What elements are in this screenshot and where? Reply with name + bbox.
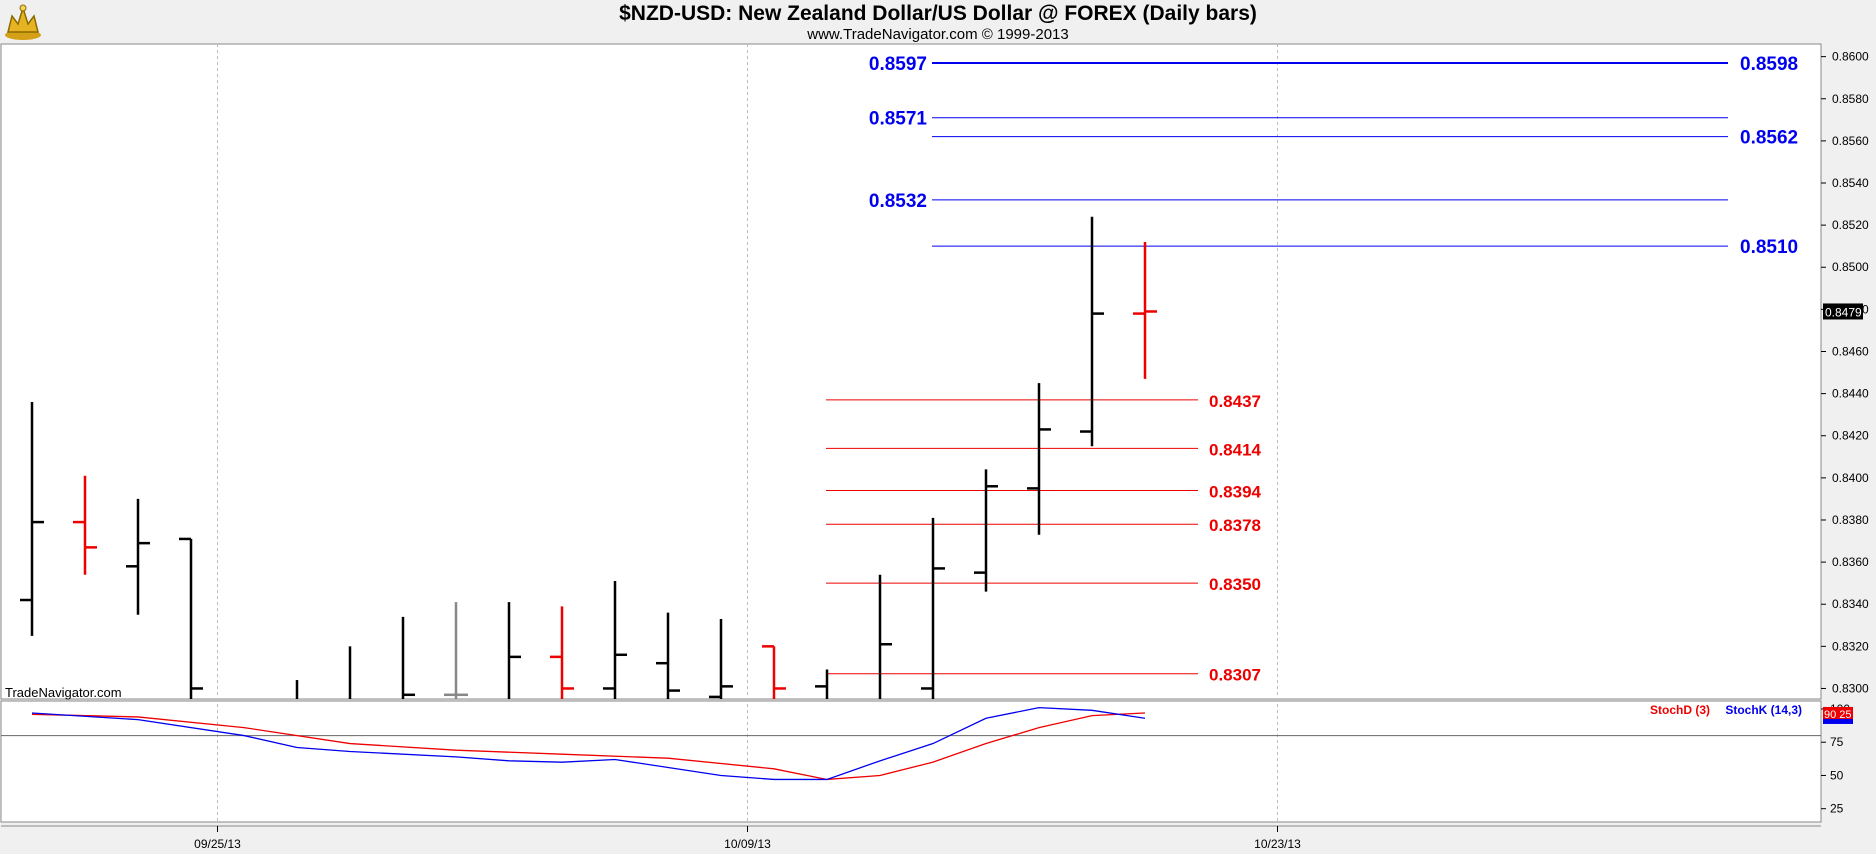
ohlc-bar: [73, 475, 97, 575]
resistance-label-right: 0.8562: [1740, 128, 1798, 149]
price-tick-label: 0.8460: [1832, 344, 1869, 358]
support-label: 0.8307: [1209, 666, 1261, 685]
stoch-tick-label: 25: [1830, 802, 1844, 816]
stoch-series-line: [31, 712, 1146, 781]
price-bars: [20, 216, 1157, 699]
price-tick-label: 0.8320: [1832, 639, 1869, 653]
price-tick-label: 0.8500: [1832, 260, 1869, 274]
ohlc-bar: [815, 669, 829, 699]
ohlc-bar: [401, 616, 415, 699]
resistance-label-left: 0.8597: [869, 54, 927, 75]
ohlc-bar: [507, 602, 521, 699]
chart-subtitle: www.TradeNavigator.com © 1999-2013: [807, 26, 1069, 43]
ohlc-bar: [762, 645, 786, 699]
support-label: 0.8350: [1209, 575, 1261, 594]
legend-stoch-k: StochK (14,3): [1725, 703, 1802, 717]
ohlc-bar: [656, 612, 680, 699]
date-axis: 09/25/13 10/09/13 10/23/13: [1, 825, 1821, 851]
last-price-box: [1823, 303, 1863, 320]
ohlc-bar: [603, 581, 627, 699]
date-tick-label: 10/09/13: [724, 837, 771, 851]
price-tick-label: 0.8520: [1832, 218, 1869, 232]
price-tick-label: 0.8400: [1832, 471, 1869, 485]
support-resistance-levels: 0.8597 0.8598 0.8571 0.8562 0.8532 0.8510 0.84…: [826, 54, 1798, 685]
ohlc-bar: [20, 402, 44, 636]
ohlc-bar: [444, 602, 468, 699]
ohlc-bar: [921, 517, 945, 699]
ohlc-bar: [1133, 241, 1157, 379]
stoch-value-label: 90 25: [1824, 709, 1852, 721]
legend-stoch-d: StochD (3): [1650, 703, 1710, 717]
stoch-tick-label: 50: [1830, 768, 1844, 782]
watermark: TradeNavigator.com: [5, 685, 122, 700]
support-label: 0.8378: [1209, 516, 1261, 535]
price-axis: 0.8600 0.8580 0.8560 0.8540 0.8520 0.8500 0.84…: [1821, 50, 1869, 695]
support-label: 0.8437: [1209, 392, 1261, 411]
price-tick-label: 0.8360: [1832, 555, 1869, 569]
stoch-value-box-k: [1823, 718, 1853, 724]
price-tick-label: 0.8340: [1832, 597, 1869, 611]
date-tick-label: 09/25/13: [194, 837, 241, 851]
price-tick-label: 0.8580: [1832, 92, 1869, 106]
price-tick-label: 0.8300: [1832, 681, 1869, 695]
last-price-label: 0.8479: [1825, 305, 1862, 319]
support-label: 0.8394: [1209, 482, 1262, 501]
stochastic-panel: 10075502590 25: [31, 702, 1853, 816]
grid-lines: [1, 44, 1821, 822]
resistance-label-left: 0.8571: [869, 109, 928, 130]
price-tick-label: 0.8420: [1832, 429, 1869, 443]
ohlc-bar: [1080, 216, 1104, 447]
resistance-label-right: 0.8510: [1740, 237, 1798, 258]
price-tick-label: 0.8560: [1832, 134, 1869, 148]
price-tick-label: 0.8540: [1832, 176, 1869, 190]
price-tick-label: 0.8440: [1832, 387, 1869, 401]
stoch-value-box-d: [1823, 706, 1853, 720]
price-panel-background: [0, 43, 1822, 700]
stoch-series-line: [31, 706, 1146, 781]
trade-navigator-logo-icon: [5, 4, 41, 40]
stoch-tick-label: 75: [1830, 735, 1844, 749]
ohlc-bar: [878, 574, 892, 699]
stoch-panel-background: [0, 700, 1822, 823]
resistance-label-left: 0.8532: [869, 191, 927, 212]
price-tick-label: 0.8380: [1832, 513, 1869, 527]
resistance-label-right: 0.8598: [1740, 54, 1798, 75]
ohlc-bar: [179, 537, 203, 699]
ohlc-bar: [709, 618, 733, 699]
chart-title: $NZD-USD: New Zealand Dollar/US Dollar @…: [619, 2, 1257, 25]
support-label: 0.8414: [1209, 440, 1262, 459]
date-tick-label: 10/23/13: [1254, 837, 1301, 851]
price-tick-label: 0.8600: [1832, 50, 1869, 64]
ohlc-bar: [974, 469, 998, 592]
ohlc-bar: [126, 498, 150, 615]
ohlc-bar: [1027, 383, 1051, 535]
ohlc-bar: [550, 606, 574, 699]
